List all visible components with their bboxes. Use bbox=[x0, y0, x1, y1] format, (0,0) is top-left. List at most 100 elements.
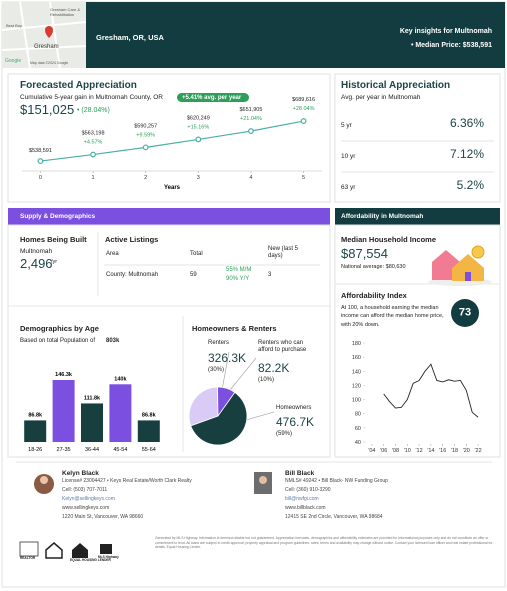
subtitle: Avg. per year in Multnomah bbox=[341, 94, 421, 101]
row-label: 10 yr bbox=[341, 153, 356, 160]
x-tick-label: 2 bbox=[144, 175, 147, 181]
bar bbox=[52, 380, 75, 442]
agent-cell: Cell: (503) 707-7011 bbox=[62, 487, 108, 493]
y-tick-label: 80 bbox=[355, 412, 361, 418]
logo bbox=[72, 543, 88, 558]
data-point bbox=[37, 158, 44, 164]
value-label: 146.3k bbox=[55, 372, 73, 378]
x-tick-label: '10 bbox=[404, 448, 411, 454]
logo-text: REALTOR bbox=[20, 556, 36, 560]
door bbox=[465, 272, 471, 281]
x-tick-label: 1 bbox=[92, 175, 95, 181]
pie-pct: (10%) bbox=[258, 377, 275, 383]
data-point bbox=[248, 128, 254, 134]
subtitle: Based on total Population of bbox=[20, 338, 96, 344]
unit: /yr bbox=[51, 259, 58, 265]
change-label: +4.57% bbox=[84, 140, 103, 146]
x-tick-label: '18 bbox=[451, 448, 458, 454]
change-label: +15.16% bbox=[187, 124, 209, 130]
agent-license: License# 23004427 • Keys Real Estate/Wor… bbox=[62, 478, 192, 484]
map-label: Google bbox=[5, 58, 22, 64]
section-bar bbox=[8, 208, 330, 225]
x-tick-label: 27-35 bbox=[57, 447, 71, 453]
panel-title: Forecasted Appreciation bbox=[20, 80, 137, 91]
location: Gresham, OR, USA bbox=[96, 33, 164, 42]
panel bbox=[7, 73, 331, 203]
row-value: 5.2% bbox=[456, 178, 484, 192]
score-badge bbox=[451, 299, 479, 327]
leader-line bbox=[229, 357, 257, 391]
y-tick-label: 60 bbox=[355, 426, 361, 432]
badge-bg bbox=[177, 93, 249, 102]
insights-title: Key insights for Multnomah bbox=[399, 28, 492, 35]
agent-address: 1220 Main St, Vancouver, WA 98660 bbox=[62, 514, 144, 520]
gain: $151,025 bbox=[20, 102, 75, 117]
x-tick-label: 3 bbox=[197, 175, 200, 181]
section-title: Supply & Demographics bbox=[20, 213, 96, 220]
x-tick-label: '06 bbox=[380, 448, 387, 454]
value-label: $651,905 bbox=[239, 107, 262, 113]
row-label: 63 yr bbox=[341, 184, 356, 191]
house bbox=[452, 254, 484, 281]
gain-pct: • (28.04%) bbox=[77, 107, 110, 114]
table-header: New (last 5 days) bbox=[268, 246, 299, 259]
big-value: 2,496 bbox=[20, 256, 53, 271]
note: National average: $80,630 bbox=[341, 264, 406, 270]
value-label: $563,198 bbox=[82, 131, 105, 137]
table-header: Total bbox=[190, 251, 203, 257]
x-tick-label: 45-54 bbox=[113, 447, 127, 453]
pie-label: Renters bbox=[208, 340, 230, 346]
x-tick-label: '12 bbox=[416, 448, 423, 454]
pie-slice bbox=[188, 386, 219, 427]
agent-license: NMLS# 49242 • Bill Black- NW Funding Gro… bbox=[285, 478, 388, 484]
map bbox=[2, 2, 86, 68]
pie-count: 476.7K bbox=[276, 415, 315, 429]
pie-slice bbox=[190, 391, 248, 446]
x-axis-label: Years bbox=[164, 185, 181, 191]
block-title: Median Household Income bbox=[341, 235, 437, 244]
block-title: Homeowners & Renters bbox=[192, 324, 277, 333]
data-point bbox=[142, 144, 149, 151]
table-cell: County: Multnomah bbox=[106, 272, 159, 278]
score: 73 bbox=[458, 306, 472, 319]
row-value: 7.12% bbox=[449, 147, 484, 161]
table-cell: 3 bbox=[268, 272, 272, 278]
block-title: Homes Being Built bbox=[20, 235, 87, 244]
panel bbox=[7, 224, 331, 458]
value-label: 86.8k bbox=[28, 412, 43, 418]
logo bbox=[45, 542, 63, 559]
block-title: Affordability Index bbox=[341, 291, 407, 300]
leader-line bbox=[245, 411, 275, 421]
agent-name: Bill Black bbox=[285, 470, 315, 477]
agent-email: Kelyn@sellingkeys.com bbox=[62, 496, 115, 502]
x-tick-label: '14 bbox=[427, 448, 434, 454]
map-label: Gresham Care & Rehabilitation bbox=[50, 7, 81, 17]
x-tick-label: '22 bbox=[475, 448, 482, 454]
logo bbox=[19, 541, 39, 557]
x-tick-label: 5 bbox=[302, 175, 305, 181]
agent-address: 12415 SE 2nd Circle, Vancouver, WA 98684 bbox=[285, 514, 383, 520]
panel bbox=[334, 224, 501, 458]
value-label: 111.8k bbox=[84, 395, 101, 401]
header-bar bbox=[86, 2, 505, 68]
disclaimer: Generated by MLS Highway. Information is… bbox=[155, 536, 493, 550]
income-illustration bbox=[428, 245, 492, 286]
table-cell: 59 bbox=[190, 272, 197, 278]
agent-name: Kelyn Black bbox=[62, 470, 99, 477]
block-title: Active Listings bbox=[105, 235, 159, 244]
map-label: Gresham bbox=[34, 44, 59, 50]
agent-cell: Cell: (360) 910-3290 bbox=[285, 487, 331, 493]
pie-pct: (59%) bbox=[276, 431, 293, 437]
agent-face bbox=[259, 476, 267, 484]
value-label: $689,616 bbox=[292, 97, 315, 103]
logo-text: EQUAL HOUSING LENDER bbox=[70, 558, 111, 562]
logo-text: MLS Highway bbox=[98, 555, 119, 559]
value-label: $590,257 bbox=[134, 123, 157, 129]
value-label: $620,249 bbox=[187, 115, 210, 121]
value-label: 140k bbox=[114, 376, 127, 382]
note: At 100, a household earning the median i… bbox=[341, 305, 444, 328]
row-label: 5 yr bbox=[341, 122, 352, 129]
